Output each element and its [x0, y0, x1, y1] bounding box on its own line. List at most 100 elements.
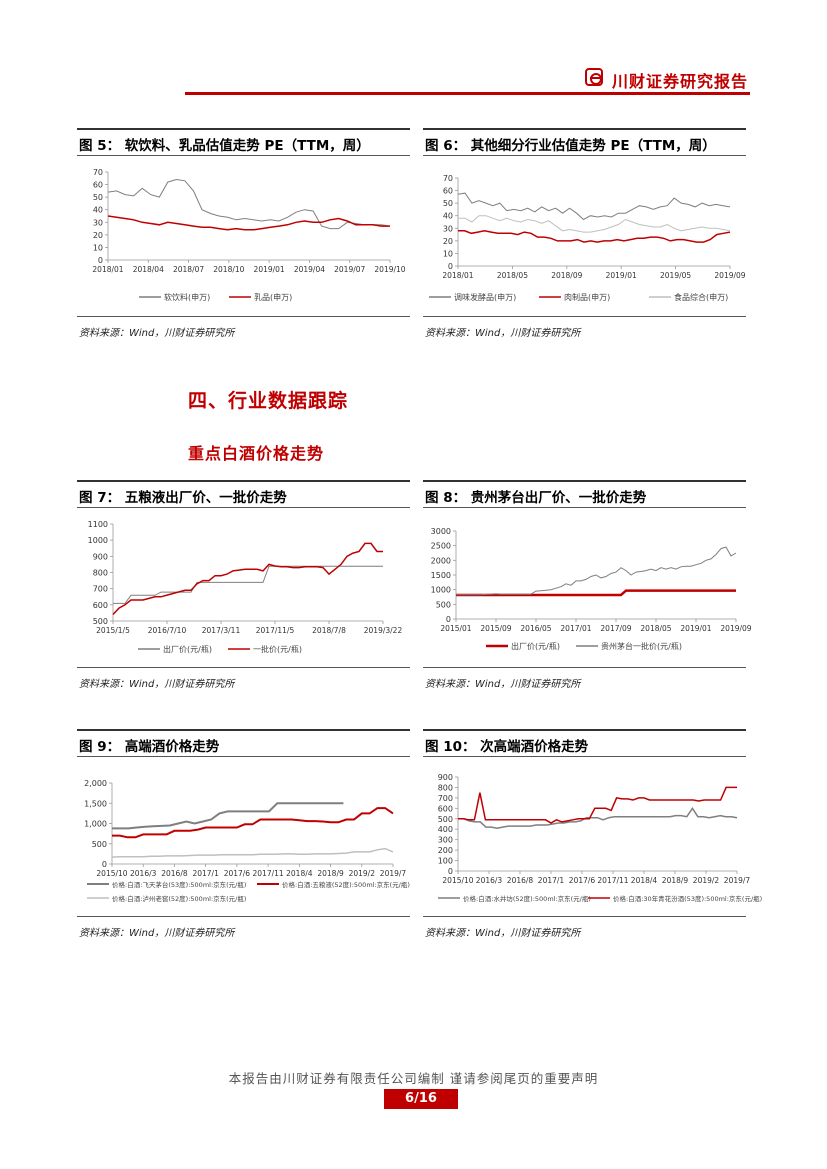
y-tick-label: 2000: [431, 556, 451, 565]
x-tick-label: 2018/10: [213, 265, 244, 274]
fig5-source-rule: [77, 316, 410, 317]
x-tick-label: 2016/05: [520, 624, 551, 633]
x-tick-label: 2016/7/10: [148, 626, 187, 635]
fig9-title-rule: [77, 756, 410, 757]
fig8-top-rule: [423, 480, 746, 482]
y-tick-label: 50: [443, 199, 453, 208]
y-tick-label: 60: [93, 181, 103, 190]
legend-label: 价格:白酒:水井坊(52度):500ml:京东(元/瓶): [463, 894, 591, 903]
x-tick-label: 2019/05: [660, 271, 691, 280]
fig10-series-1-line: [458, 786, 737, 824]
x-tick-label: 2015/1/5: [96, 626, 130, 635]
y-tick-label: 50: [93, 193, 103, 202]
y-tick-label: 500: [438, 815, 453, 824]
legend-label: 贵州茅台一批价(元/瓶): [601, 641, 682, 651]
y-tick-label: 500: [92, 840, 107, 849]
y-tick-label: 0: [98, 256, 103, 265]
fig5-source: 资料来源：Wind，川财证券研究所: [79, 328, 235, 339]
x-tick-label: 2018/4: [286, 869, 313, 878]
x-tick-label: 2018/01: [442, 271, 473, 280]
y-tick-label: 30: [93, 218, 103, 227]
y-tick-label: 1500: [431, 571, 451, 580]
fig7-source-rule: [77, 667, 410, 668]
y-tick-label: 300: [438, 836, 453, 845]
y-tick-label: 400: [438, 825, 453, 834]
x-tick-label: 2019/01: [606, 271, 637, 280]
fig8-series-1-line: [456, 546, 737, 596]
fig7-top-rule: [77, 480, 410, 482]
x-tick-label: 2017/11: [597, 876, 628, 885]
y-tick-label: 10: [443, 249, 453, 258]
y-tick-label: 20: [443, 237, 453, 246]
y-tick-label: 800: [93, 569, 108, 578]
x-tick-label: 2019/7: [380, 869, 407, 878]
x-tick-label: 2018/7/8: [312, 626, 346, 635]
x-tick-label: 2017/11: [253, 869, 284, 878]
x-tick-label: 2019/09: [720, 624, 751, 633]
x-tick-label: 2017/6: [224, 869, 251, 878]
x-tick-label: 2019/10: [374, 265, 405, 274]
x-tick-label: 2016/8: [161, 869, 188, 878]
legend-label: 价格:白酒:飞天茅台(53度):500ml:京东(元/瓶): [112, 880, 246, 889]
x-tick-label: 2017/01: [560, 624, 591, 633]
x-tick-label: 2018/07: [173, 265, 204, 274]
y-tick-label: 1000: [431, 586, 451, 595]
x-tick-label: 2019/01: [254, 265, 285, 274]
y-tick-label: 0: [446, 615, 451, 624]
fig9-source: 资料来源：Wind，川财证券研究所: [79, 928, 235, 939]
y-tick-label: 10: [93, 243, 103, 252]
fig8-source-rule: [423, 667, 746, 668]
y-tick-label: 20: [93, 231, 103, 240]
x-tick-label: 2018/04: [133, 265, 164, 274]
y-tick-label: 70: [93, 168, 103, 177]
section-heading: 四、行业数据跟踪: [188, 390, 349, 412]
y-tick-label: 600: [438, 804, 453, 813]
legend-label: 乳品(申万): [254, 292, 292, 302]
x-tick-label: 2016/3: [476, 876, 503, 885]
x-tick-label: 2017/11/5: [256, 626, 295, 635]
legend-label: 价格:白酒:30年青花汾酒(53度):500ml:京东(元/瓶): [613, 894, 762, 903]
fig5-series-0-line: [107, 178, 391, 230]
fig6-source-rule: [423, 316, 746, 317]
fig5-title-rule: [77, 155, 410, 156]
legend-label: 肉制品(申万): [564, 292, 610, 302]
legend-label: 出厂价(元/瓶): [511, 641, 560, 651]
fig7-title: 图 7： 五粮液出厂价、一批价走势: [79, 490, 287, 506]
y-tick-label: 900: [93, 552, 108, 561]
x-tick-label: 2017/3/11: [202, 626, 241, 635]
y-tick-label: 100: [438, 857, 453, 866]
fig10-series-0-line: [458, 806, 738, 829]
legend-label: 出厂价(元/瓶): [163, 644, 212, 654]
header-divider: [185, 92, 750, 95]
y-tick-label: 1100: [88, 520, 108, 529]
y-tick-label: 0: [448, 262, 453, 271]
fig5-top-rule: [77, 128, 410, 130]
fig7-series-1-line: [112, 542, 383, 616]
fig6-source: 资料来源：Wind，川财证券研究所: [425, 328, 581, 339]
fig9-series-0-line: [112, 802, 344, 830]
fig6-top-rule: [423, 128, 746, 130]
fig9-series-2-line: [111, 847, 394, 858]
legend-label: 价格:白酒:五粮液(52度):500ml:京东(元/瓶): [282, 880, 410, 889]
x-tick-label: 2019/3/22: [364, 626, 403, 635]
fig9-title: 图 9： 高端酒价格走势: [79, 739, 220, 755]
x-tick-label: 2017/6: [569, 876, 596, 885]
fig7-source: 资料来源：Wind，川财证券研究所: [79, 679, 235, 690]
x-tick-label: 2015/10: [96, 869, 127, 878]
fig8-source: 资料来源：Wind，川财证券研究所: [425, 679, 581, 690]
legend-label: 软饮料(申万): [164, 292, 210, 302]
y-tick-label: 800: [438, 783, 453, 792]
fig8-title: 图 8： 贵州茅台出厂价、一批价走势: [425, 490, 647, 506]
fig6-title: 图 6： 其他细分行业估值走势 PE（TTM，周）: [425, 138, 716, 154]
x-tick-label: 2018/9: [662, 876, 689, 885]
y-tick-label: 0: [448, 867, 453, 876]
fig10-title-rule: [423, 756, 746, 757]
x-tick-label: 2017/1: [538, 876, 565, 885]
fig7-title-rule: [77, 507, 410, 508]
fig9-top-rule: [77, 729, 410, 731]
y-tick-label: 700: [93, 585, 108, 594]
fig6-series-1-line: [458, 230, 731, 243]
x-tick-label: 2018/05: [640, 624, 671, 633]
